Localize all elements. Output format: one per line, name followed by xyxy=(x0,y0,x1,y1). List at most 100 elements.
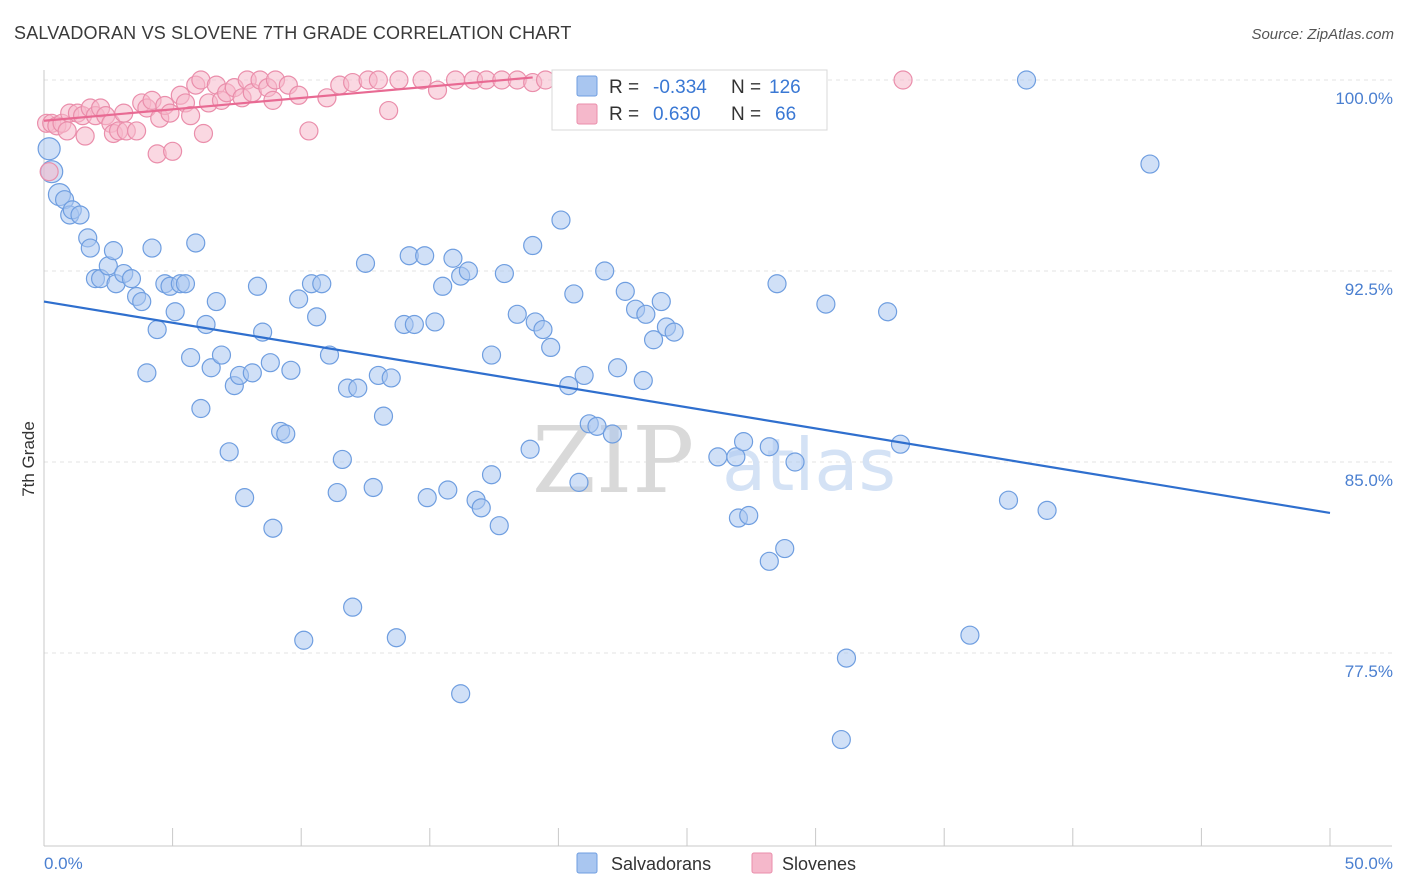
slovene-point-54 xyxy=(379,100,399,121)
salvadoran-point-15 xyxy=(121,269,142,289)
salvadoran-point-79 xyxy=(494,263,514,284)
salvadoran-point-112 xyxy=(767,274,787,294)
salvadoran-point-89 xyxy=(569,472,589,492)
salvadoran-point-101 xyxy=(651,291,671,312)
salvadoran-point-20 xyxy=(147,319,167,340)
salvadoran-point-72 xyxy=(458,261,478,281)
salvadoran-point-98 xyxy=(633,370,653,391)
salvadoran-point-77 xyxy=(481,345,502,365)
salvadoran-point-44 xyxy=(281,360,301,380)
chart-title: SALVADORAN VS SLOVENE 7TH GRADE CORRELAT… xyxy=(14,23,572,43)
salvadoran-point-37 xyxy=(242,363,262,383)
salvadoran-point-121 xyxy=(998,490,1019,510)
salvadoran-point-6 xyxy=(70,205,90,225)
salvadoran-point-69 xyxy=(438,480,458,500)
legend-swatch-pink xyxy=(576,103,598,125)
y-tick-label-3: 77.5% xyxy=(1345,662,1393,681)
salvadoran-point-95 xyxy=(607,358,628,378)
slovene-point-65 xyxy=(893,70,913,90)
salvadoran-point-85 xyxy=(541,337,561,357)
salvadoran-point-43 xyxy=(276,424,296,444)
legend-swatch-blue xyxy=(576,75,598,97)
legend-n-label-1: N = xyxy=(731,77,761,98)
salvadoran-point-27 xyxy=(186,233,206,253)
salvadoran-point-86 xyxy=(551,210,571,230)
salvadoran-point-68 xyxy=(433,276,453,296)
y-tick-label-0: 100.0% xyxy=(1335,89,1393,108)
salvadoran-point-59 xyxy=(373,406,394,426)
x-tick-label-max: 50.0% xyxy=(1345,854,1393,873)
x-axis-ticks xyxy=(43,828,1331,846)
salvadoran-point-25 xyxy=(175,274,196,294)
salvadorans-points xyxy=(37,70,1160,750)
salvadoran-point-118 xyxy=(878,302,898,322)
salvadoran-point-30 xyxy=(201,358,221,378)
salvadoran-point-124 xyxy=(1140,154,1160,174)
salvadoran-point-26 xyxy=(181,347,201,368)
slovenes-points xyxy=(36,70,913,182)
series-legend-label-salvadorans: Salvadorans xyxy=(611,854,711,874)
y-tick-label-1: 92.5% xyxy=(1345,280,1393,299)
salvadoran-point-120 xyxy=(960,625,980,645)
salvadoran-point-61 xyxy=(386,628,406,648)
x-tick-label-min: 0.0% xyxy=(44,854,83,873)
series-legend: Salvadorans Slovenes xyxy=(576,852,856,874)
salvadoran-point-113 xyxy=(775,538,795,559)
salvadoran-point-40 xyxy=(260,353,280,373)
slovene-point-26 xyxy=(160,103,180,123)
salvadoran-point-123 xyxy=(1037,500,1057,520)
salvadoran-point-78 xyxy=(489,516,509,536)
slovene-point-55 xyxy=(389,70,409,90)
slovene-point-19 xyxy=(126,121,147,141)
slovene-point-57 xyxy=(427,80,448,100)
salvadoran-point-117 xyxy=(836,648,857,668)
salvadoran-point-56 xyxy=(355,253,376,273)
salvadoran-point-12 xyxy=(103,241,124,261)
legend-r-label-1: R = xyxy=(609,77,639,98)
salvadoran-point-66 xyxy=(417,488,437,508)
salvadoran-point-90 xyxy=(574,365,594,386)
salvadoran-point-116 xyxy=(831,729,851,750)
slovene-point-27 xyxy=(163,141,183,161)
salvadoran-point-29 xyxy=(196,314,216,335)
salvadoran-point-111 xyxy=(759,551,779,571)
salvadoran-point-23 xyxy=(165,302,185,322)
series-legend-swatch-salvadorans xyxy=(576,852,598,874)
salvadoran-point-50 xyxy=(319,345,340,365)
slovene-point-49 xyxy=(317,88,337,108)
salvadoran-point-41 xyxy=(263,518,283,538)
salvadoran-point-8 xyxy=(80,238,100,258)
salvadoran-point-0 xyxy=(37,137,61,161)
salvadoran-point-83 xyxy=(533,319,553,340)
salvadoran-point-115 xyxy=(816,294,836,314)
salvadoran-point-93 xyxy=(595,261,615,281)
salvadoran-point-92 xyxy=(587,416,607,436)
salvadoran-point-19 xyxy=(142,238,162,258)
salvadoran-point-46 xyxy=(294,630,314,650)
salvadoran-point-65 xyxy=(415,246,435,266)
slovene-point-33 xyxy=(193,123,214,144)
salvadoran-point-80 xyxy=(507,304,527,324)
salvadoran-point-18 xyxy=(137,363,157,383)
chart-source: Source: ZipAtlas.com xyxy=(1251,26,1394,43)
salvadoran-point-106 xyxy=(726,447,746,467)
salvadoran-point-60 xyxy=(381,368,401,388)
salvadoran-point-28 xyxy=(191,398,211,419)
salvadoran-point-32 xyxy=(211,345,232,365)
salvadoran-point-103 xyxy=(664,322,684,342)
salvadoran-point-38 xyxy=(247,276,268,296)
salvadoran-point-76 xyxy=(481,465,502,485)
salvadoran-point-109 xyxy=(739,505,759,526)
salvadoran-point-75 xyxy=(471,498,491,518)
salvadoran-point-51 xyxy=(327,482,347,503)
salvadoran-point-88 xyxy=(564,284,584,304)
salvadoran-point-87 xyxy=(559,376,579,396)
watermark-zip: ZIP xyxy=(532,407,694,514)
series-legend-label-slovenes: Slovenes xyxy=(782,854,856,874)
slovene-point-47 xyxy=(289,85,309,105)
legend-n-value-2: 66 xyxy=(775,104,796,125)
slovenes-trend-line xyxy=(43,76,533,122)
salvadoran-point-108 xyxy=(733,432,754,452)
salvadoran-point-55 xyxy=(348,378,368,398)
